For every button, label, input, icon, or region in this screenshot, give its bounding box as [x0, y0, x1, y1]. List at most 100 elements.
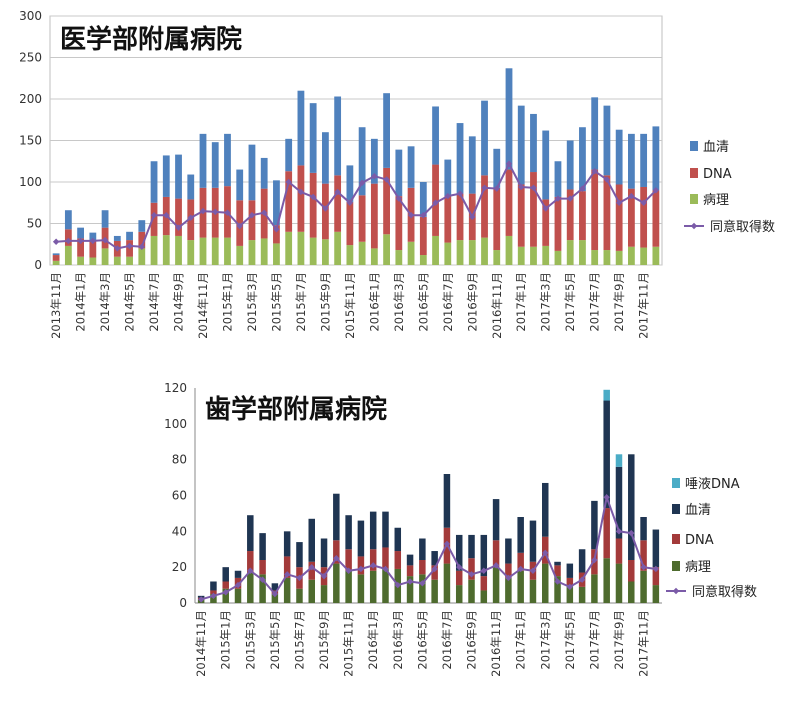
bar-血清 [419, 538, 426, 560]
bar-病理 [542, 245, 550, 265]
bar-血清 [455, 534, 463, 571]
bar-DNA [456, 193, 464, 241]
chart-title: 医学部附属病院 [60, 24, 242, 55]
legend-label: DNA [685, 533, 714, 548]
bar-血清 [566, 563, 574, 578]
bar-血清 [285, 138, 293, 172]
bar-DNA [591, 169, 599, 251]
bar-血清 [346, 165, 354, 202]
bar-DNA [273, 225, 280, 244]
bar-病理 [333, 563, 340, 603]
line-point [456, 190, 464, 197]
bar-血清 [187, 174, 195, 200]
line-point [358, 179, 366, 187]
bar-血清 [578, 549, 586, 573]
bar-病理 [505, 235, 513, 265]
line-point [530, 184, 537, 192]
bar-血清 [505, 538, 512, 564]
bar-血清 [199, 133, 207, 188]
bar-血清 [358, 127, 366, 196]
bar-血清 [77, 227, 84, 239]
bar-血清 [297, 90, 305, 166]
line-point [224, 209, 231, 216]
line-point [259, 576, 266, 583]
bar-DNA [419, 216, 427, 256]
y-tick-label: 0 [179, 596, 187, 610]
bar-病理 [138, 248, 146, 265]
bar-病理 [517, 246, 525, 265]
bar-病理 [234, 588, 242, 603]
bar-病理 [640, 247, 648, 265]
bar-血清 [345, 515, 352, 550]
legend-swatch [690, 168, 698, 178]
bar-血清 [383, 93, 390, 168]
line-point [493, 185, 500, 192]
bar-病理 [578, 586, 586, 603]
legend-marker [690, 222, 698, 230]
bar-病理 [101, 248, 109, 265]
bar-DNA [603, 175, 611, 251]
bar-血清 [640, 133, 648, 187]
bar-病理 [334, 231, 342, 265]
x-tick-label: 2016年3月 [392, 272, 406, 332]
bar-病理 [419, 255, 427, 265]
x-tick-label: 2015年1月 [220, 272, 234, 332]
bar-DNA [64, 229, 72, 246]
x-tick-label: 2016年7月 [441, 272, 455, 332]
bar-病理 [480, 590, 488, 603]
bar-唾液DNA [603, 389, 610, 401]
line-point [234, 581, 242, 589]
x-tick-label: 2014年7月 [147, 272, 161, 332]
line-point [652, 565, 660, 573]
legend-swatch [672, 504, 680, 514]
bar-DNA [530, 172, 537, 247]
bar-DNA [346, 201, 354, 246]
line-point [248, 212, 256, 219]
bar-血清 [333, 493, 340, 541]
series-line-同意取得数 [56, 161, 657, 250]
line-point [468, 571, 475, 578]
bar-病理 [493, 250, 501, 265]
line-point [197, 596, 205, 603]
bar-DNA [357, 556, 365, 575]
bar-血清 [444, 159, 452, 197]
line-point [628, 192, 635, 200]
bar-病理 [628, 581, 635, 603]
bar-病理 [309, 237, 317, 265]
line-point [345, 567, 352, 574]
bar-血清 [260, 157, 268, 189]
line-point [407, 212, 415, 219]
bar-血清 [150, 161, 158, 203]
bar-血清 [542, 130, 550, 200]
bar-血清 [517, 105, 525, 185]
bar-病理 [150, 235, 158, 265]
bar-DNA [492, 540, 500, 568]
bar-DNA [517, 184, 525, 247]
x-tick-label: 2014年11月 [194, 610, 208, 677]
x-tick-label: 2017年11月 [637, 610, 651, 677]
bar-血清 [517, 517, 524, 553]
bar-病理 [52, 260, 60, 265]
line-point [273, 226, 280, 233]
bar-DNA [615, 184, 623, 251]
line-point [505, 160, 513, 167]
x-tick-label: 2015年3月 [243, 610, 257, 670]
line-point [419, 580, 426, 587]
line-point [529, 567, 537, 574]
x-tick-label: 2016年1月 [367, 272, 381, 332]
bar-病理 [652, 246, 660, 265]
x-tick-label: 2016年11月 [489, 610, 503, 677]
bar-DNA [493, 187, 501, 251]
bar-DNA [370, 183, 378, 249]
bar-病理 [395, 250, 403, 265]
bar-血清 [652, 126, 660, 191]
bar-血清 [175, 154, 182, 199]
x-tick-label: 2017年5月 [563, 610, 577, 670]
bar-病理 [481, 237, 488, 265]
bar-病理 [308, 579, 315, 603]
bar-DNA [333, 540, 340, 564]
bar-病理 [517, 570, 524, 603]
bar-血清 [89, 232, 97, 241]
bar-DNA [579, 191, 586, 241]
bar-病理 [603, 250, 611, 265]
